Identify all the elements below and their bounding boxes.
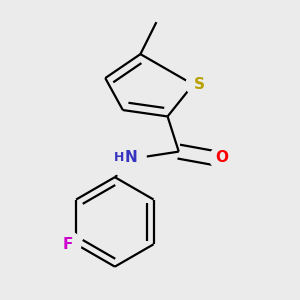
Text: F: F [63,237,73,252]
Circle shape [186,71,213,98]
Circle shape [108,139,146,177]
Circle shape [210,146,234,170]
Text: H: H [114,151,124,164]
Text: O: O [215,151,228,166]
Circle shape [55,232,81,257]
Text: S: S [194,77,205,92]
Text: N: N [125,150,138,165]
